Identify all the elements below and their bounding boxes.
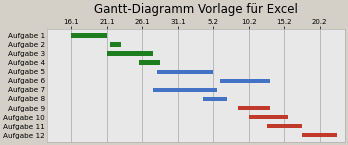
Bar [249, 115, 288, 119]
Bar [153, 88, 217, 92]
Bar [71, 33, 107, 38]
Bar [267, 124, 302, 128]
Bar [203, 97, 228, 101]
Bar [238, 106, 270, 110]
Bar [139, 60, 160, 65]
Bar [110, 42, 121, 47]
Bar [220, 79, 270, 83]
Bar [107, 51, 153, 56]
Title: Gantt-Diagramm Vorlage für Excel: Gantt-Diagramm Vorlage für Excel [94, 3, 298, 17]
Bar [302, 133, 338, 137]
Bar [157, 69, 213, 74]
